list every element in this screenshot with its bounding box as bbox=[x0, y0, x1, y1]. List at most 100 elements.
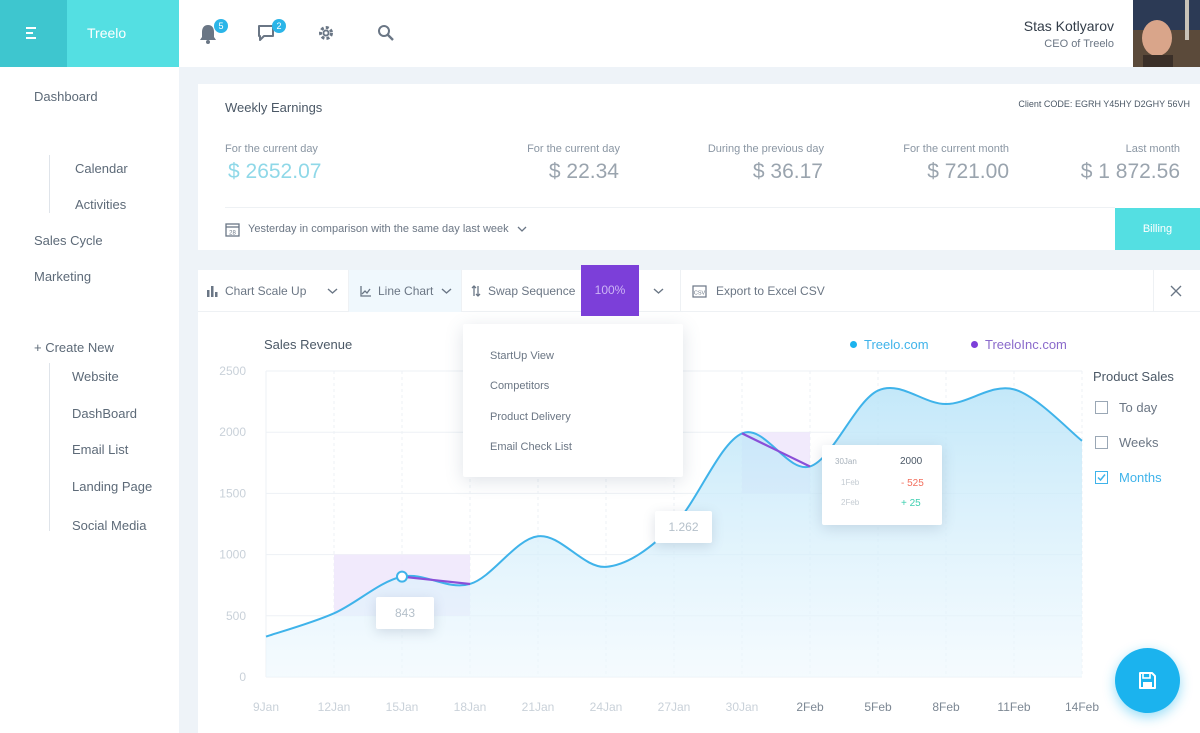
checkbox-today[interactable] bbox=[1095, 401, 1108, 414]
messages-button[interactable]: 2 bbox=[257, 19, 286, 44]
tooltip-value: - 525 bbox=[901, 478, 924, 489]
avatar-photo bbox=[1133, 0, 1200, 67]
toolbar-separator bbox=[348, 270, 349, 312]
x-tick-label: 30Jan bbox=[726, 700, 759, 714]
gear-icon bbox=[319, 26, 333, 40]
annotation-marker bbox=[396, 570, 408, 583]
messages-badge: 2 bbox=[272, 19, 286, 33]
sidebar-item-social-media[interactable]: Social Media bbox=[72, 518, 147, 533]
avatar[interactable] bbox=[1133, 0, 1200, 67]
x-tick-label: 9Jan bbox=[253, 700, 279, 714]
checkbox-weeks[interactable] bbox=[1095, 436, 1108, 449]
sidebar-create-new[interactable]: + Create New bbox=[34, 340, 114, 355]
sidebar-tree-line bbox=[49, 363, 50, 531]
tooltip-value: 2000 bbox=[900, 456, 923, 467]
stat-label-last-month: Last month bbox=[1125, 143, 1180, 155]
x-tick-label: 15Jan bbox=[386, 700, 419, 714]
save-fab-button[interactable] bbox=[1115, 648, 1180, 713]
divider bbox=[225, 207, 1115, 208]
tooltip-date: 2Feb bbox=[841, 498, 860, 507]
settings-button[interactable] bbox=[317, 24, 337, 44]
comparison-select[interactable]: 28 Yesterday in comparison with the same… bbox=[225, 219, 527, 239]
check-icon bbox=[1097, 474, 1106, 482]
dropdown-item-email-check-list[interactable]: Email Check List bbox=[490, 441, 572, 453]
annotation-label-1262: 1.262 bbox=[655, 511, 712, 543]
line-chart-button[interactable]: Line Chart bbox=[360, 270, 433, 312]
x-tick-label: 2Feb bbox=[796, 700, 824, 714]
product-sales-weeks-label: Weeks bbox=[1119, 435, 1159, 450]
x-tick-label: 11Feb bbox=[997, 700, 1030, 714]
chart-scale-label: Chart Scale Up bbox=[225, 284, 307, 298]
line-chart-icon bbox=[360, 285, 371, 297]
chart-toolbar bbox=[198, 270, 1200, 312]
tooltip-date: 1Feb bbox=[841, 478, 860, 487]
legend-item-treeloinc[interactable]: TreeloInc.com bbox=[971, 337, 1067, 352]
product-sales-today-label: To day bbox=[1119, 400, 1158, 415]
top-bar: 5 2 Stas Kotlyarov CEO of Treelo bbox=[179, 0, 1200, 67]
sidebar-item-sales-cycle[interactable]: Sales Cycle bbox=[34, 233, 103, 248]
menu-toggle-button[interactable] bbox=[0, 0, 67, 67]
line-chart-label: Line Chart bbox=[378, 284, 434, 298]
stat-value-current-day: $ 2652.07 bbox=[228, 160, 322, 183]
legend-dot bbox=[971, 341, 978, 348]
zoom-percent-button[interactable]: 100% bbox=[581, 265, 639, 316]
sidebar-item-marketing[interactable]: Marketing bbox=[34, 269, 92, 284]
menu-icon bbox=[26, 27, 36, 39]
x-tick-label: 27Jan bbox=[658, 700, 691, 714]
calendar-icon: 28 bbox=[225, 222, 240, 237]
billing-button[interactable]: Billing bbox=[1115, 208, 1200, 250]
chevron-down-icon bbox=[327, 288, 338, 294]
x-tick-label: 12Jan bbox=[318, 700, 351, 714]
chevron-down-icon[interactable] bbox=[653, 287, 664, 295]
client-code-value: EGRH Y45HY D2GHY 56VH bbox=[1074, 99, 1190, 109]
chevron-down-icon bbox=[441, 288, 452, 294]
legend-dot bbox=[850, 341, 857, 348]
x-tick-label: 14Feb bbox=[1065, 700, 1099, 714]
product-sales-months-label: Months bbox=[1119, 470, 1162, 485]
sidebar-item-email-list[interactable]: Email List bbox=[72, 442, 129, 457]
earnings-title: Weekly Earnings bbox=[225, 100, 323, 115]
y-tick-label: 2500 bbox=[219, 364, 246, 378]
sidebar-item-dashboard-page[interactable]: DashBoard bbox=[72, 406, 138, 421]
chart-title: Sales Revenue bbox=[264, 337, 353, 352]
search-icon bbox=[378, 25, 394, 41]
y-tick-label: 0 bbox=[239, 670, 246, 684]
sidebar-item-website[interactable]: Website bbox=[72, 369, 119, 384]
notifications-button[interactable]: 5 bbox=[199, 19, 228, 44]
stat-label-previous-day: During the previous day bbox=[707, 143, 824, 155]
series-line-treeloinc bbox=[741, 432, 811, 468]
swap-sequence-label: Swap Sequence bbox=[488, 284, 576, 298]
toolbar-separator bbox=[461, 270, 462, 312]
dropdown-item-product-delivery[interactable]: Product Delivery bbox=[490, 411, 571, 423]
x-tick-label: 8Feb bbox=[932, 700, 960, 714]
dropdown-item-competitors[interactable]: Competitors bbox=[490, 380, 550, 392]
bar-chart-icon bbox=[207, 285, 218, 297]
bell-icon bbox=[200, 25, 216, 44]
checkbox-months[interactable] bbox=[1095, 471, 1108, 484]
chevron-down-icon bbox=[517, 226, 527, 232]
sidebar-item-calendar[interactable]: Calendar bbox=[75, 161, 128, 176]
sales-revenue-chart: 0 500 1000 1500 2000 2500 9Jan 12Jan 15Jan 18Jan 2… bbox=[219, 364, 1099, 714]
tooltip-date: 30Jan bbox=[835, 457, 857, 466]
export-csv-label: Export to Excel CSV bbox=[716, 284, 825, 298]
comparison-label: Yesterday in comparison with the same da… bbox=[248, 223, 509, 235]
stat-label-current-day: For the current day bbox=[225, 143, 318, 155]
search-button[interactable] bbox=[377, 24, 397, 44]
svg-text:28: 28 bbox=[229, 230, 236, 236]
export-csv-button[interactable]: CSV Export to Excel CSV bbox=[692, 270, 825, 312]
svg-text:CSV: CSV bbox=[694, 290, 706, 296]
y-tick-label: 2000 bbox=[219, 425, 246, 439]
sidebar-item-landing-page[interactable]: Landing Page bbox=[72, 479, 153, 494]
legend-item-treelo[interactable]: Treelo.com bbox=[850, 337, 929, 352]
dropdown-item-startup-view[interactable]: StartUp View bbox=[490, 350, 554, 362]
close-icon[interactable] bbox=[1170, 285, 1182, 297]
product-sales-title: Product Sales bbox=[1093, 369, 1174, 384]
sidebar-item-activities[interactable]: Activities bbox=[75, 197, 127, 212]
x-tick-label: 24Jan bbox=[590, 700, 623, 714]
sidebar-item-dashboard[interactable]: Dashboard bbox=[34, 89, 98, 104]
stat-value-current-month: $ 721.00 bbox=[927, 160, 1009, 183]
chart-scale-button[interactable]: Chart Scale Up bbox=[207, 270, 306, 312]
swap-sequence-button[interactable]: Swap Sequence bbox=[471, 270, 575, 312]
y-tick-label: 1000 bbox=[219, 548, 246, 562]
notifications-badge: 5 bbox=[214, 19, 228, 33]
